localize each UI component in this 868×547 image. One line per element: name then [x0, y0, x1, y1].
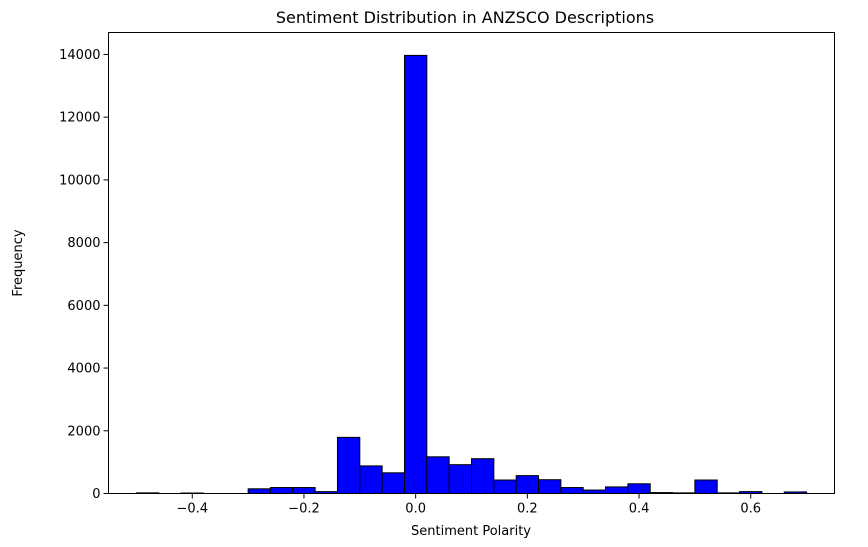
- x-tick-label: −0.2: [288, 502, 320, 517]
- y-tick-label: 8000: [67, 236, 100, 251]
- y-tick-label: 14000: [59, 48, 100, 63]
- histogram-bar: [694, 479, 718, 495]
- histogram-bar: [336, 436, 361, 494]
- y-axis-ticks: 0 2000 4000 6000 8000 10000 12000 14000: [59, 48, 109, 502]
- histogram-bar: [471, 458, 495, 495]
- histogram-bar: [627, 483, 651, 494]
- y-tick-label: 12000: [59, 111, 100, 126]
- histogram-bar: [403, 54, 428, 494]
- x-tick-label: 0.4: [629, 502, 650, 517]
- plot-frame: [108, 32, 835, 494]
- histogram-bar: [269, 487, 294, 495]
- y-tick-label: 2000: [67, 424, 100, 439]
- histogram-bar: [448, 464, 473, 494]
- histogram-bar: [493, 479, 517, 495]
- histogram-bar: [538, 479, 562, 495]
- y-tick-label: 0: [92, 487, 100, 502]
- histogram-bar: [426, 456, 450, 494]
- y-tick-label: 4000: [67, 362, 100, 377]
- bars-group: [135, 54, 808, 495]
- y-tick-label: 6000: [67, 299, 100, 314]
- x-tick-label: 0.6: [740, 502, 761, 517]
- histogram-bar: [359, 465, 383, 494]
- x-tick-label: 0.0: [405, 502, 426, 517]
- histogram-bar: [247, 488, 271, 494]
- histogram-bar: [605, 486, 629, 495]
- histogram-bar: [582, 489, 607, 494]
- x-tick-label: −0.4: [176, 502, 208, 517]
- histogram-bar: [381, 472, 405, 494]
- histogram-bar: [560, 487, 584, 495]
- histogram-bar: [515, 475, 540, 494]
- x-axis-label: Sentiment Polarity: [411, 524, 531, 539]
- x-axis-ticks: −0.4 −0.2 0.0 0.2 0.4 0.6: [176, 493, 761, 517]
- x-tick-label: 0.2: [517, 502, 538, 517]
- chart-title: Sentiment Distribution in ANZSCO Descrip…: [276, 8, 654, 27]
- y-axis-label: Frequency: [11, 229, 26, 296]
- histogram-bar: [292, 487, 316, 495]
- y-tick-label: 10000: [59, 173, 100, 188]
